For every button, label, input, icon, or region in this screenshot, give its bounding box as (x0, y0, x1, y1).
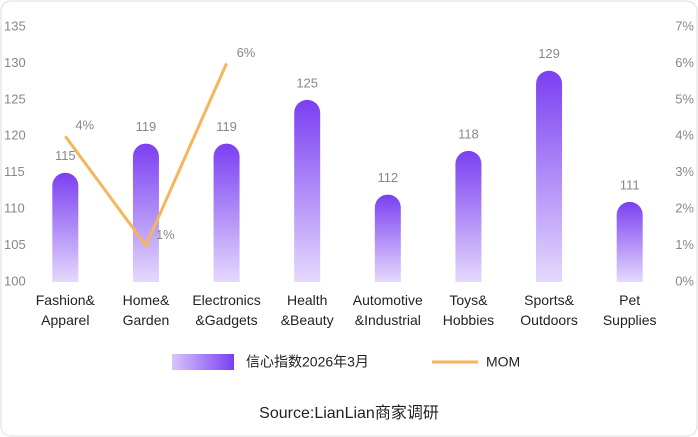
y-tick-label: 130 (4, 55, 26, 70)
bar-value-label: 115 (55, 148, 76, 163)
y2-tick-label: 1% (675, 237, 694, 252)
legend-swatch (172, 354, 234, 370)
y-tick-label: 120 (4, 128, 26, 143)
line-value-label: 6% (237, 45, 256, 60)
x-tick-label: Fashion& Apparel (35, 292, 95, 328)
y2-tick-label: 2% (675, 201, 694, 216)
y-tick-label: 135 (4, 18, 26, 33)
x-tick-label: Automotive &Industrial (352, 292, 423, 328)
bar (374, 194, 401, 282)
y2-tick-label: 3% (675, 164, 694, 179)
y-tick-label: 100 (4, 273, 26, 288)
y-tick-label: 125 (4, 91, 26, 106)
source: Source:LianLian商家调研 (259, 404, 439, 422)
x-tick-label: Electronics &Gadgets (192, 292, 261, 328)
x-tick-label: Pet Supplies (602, 292, 657, 328)
bar-value-label: 118 (458, 126, 479, 141)
x-tick-label: Home& Garden (122, 292, 170, 328)
x-tick-label: Toys& Hobbies (442, 292, 495, 328)
bar (213, 143, 240, 282)
y2-tick-label: 7% (675, 18, 694, 33)
bar (616, 201, 643, 282)
y-tick-label: 105 (4, 237, 26, 252)
bar (455, 150, 482, 282)
line-value-label: 4% (75, 118, 94, 133)
bar-value-label: 125 (296, 75, 318, 90)
y2-tick-label: 5% (675, 91, 694, 106)
bar (52, 172, 79, 282)
x-tick-label: Health &Beauty (280, 292, 334, 328)
bar-value-label: 112 (377, 170, 398, 185)
bar (294, 99, 321, 282)
legend-label: MOM (486, 354, 520, 370)
y2-tick-label: 4% (675, 128, 694, 143)
bar (536, 70, 563, 282)
line-value-label: 1% (156, 227, 175, 242)
y2-tick-label: 6% (675, 55, 694, 70)
x-tick-label: Sports& Outdoors (520, 292, 578, 328)
y2-tick-label: 0% (675, 273, 694, 288)
bar-value-label: 111 (620, 177, 640, 192)
line (64, 62, 228, 249)
legend-label: 信心指数2026年3月 (246, 354, 369, 370)
y-tick-label: 115 (4, 164, 25, 179)
y-tick-label: 110 (4, 201, 25, 216)
bar-value-label: 119 (136, 119, 157, 134)
bar (132, 143, 159, 282)
bar-value-label: 129 (538, 46, 560, 61)
bar-value-label: 119 (216, 119, 237, 134)
